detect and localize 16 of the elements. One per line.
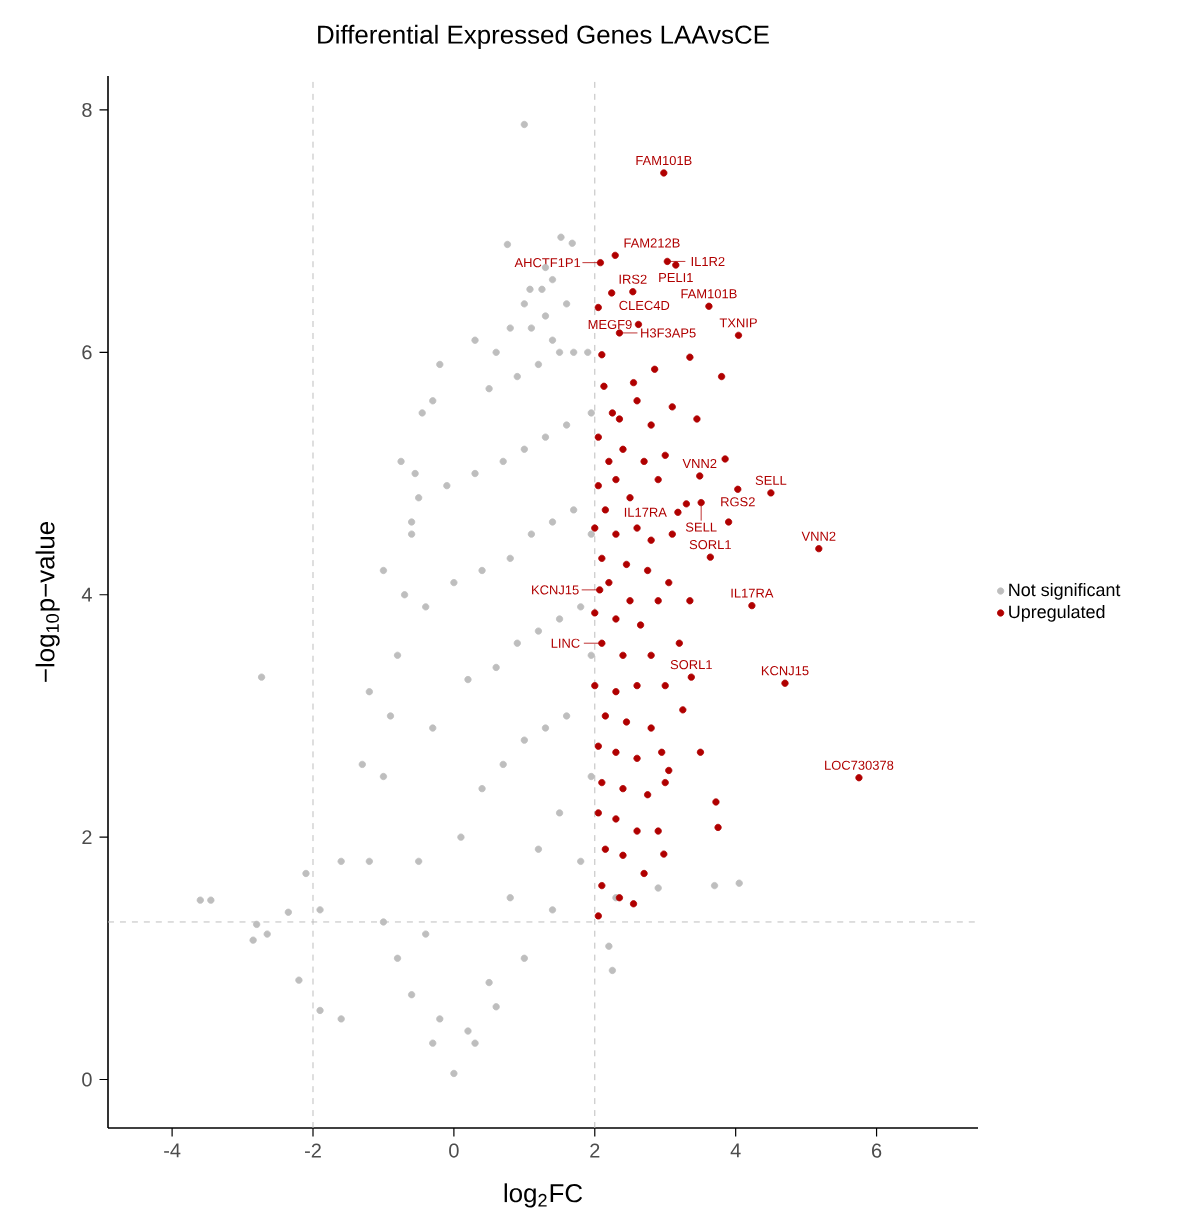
legend-label: Not significant	[1009, 583, 1121, 600]
x-tick-label: -2	[305, 1143, 321, 1158]
y-tick-label: 6	[82, 345, 92, 360]
legend-label: Upregulated	[1009, 604, 1105, 622]
y-tick-label: 8	[82, 102, 92, 117]
y-tick-label: 2	[82, 830, 92, 845]
chart-title: Differential Expressed Genes LAAvsCE	[318, 24, 769, 49]
y-tick-label: 0	[82, 1072, 92, 1087]
y-tick-label: 4	[81, 587, 92, 602]
x-tick-label: -4	[164, 1143, 181, 1158]
x-tick-label: 4	[730, 1143, 741, 1158]
x-tick-label: 2	[590, 1143, 600, 1158]
x-axis-title: log$_{2}$FC	[504, 1183, 583, 1208]
x-tick-label: 6	[872, 1143, 882, 1158]
y-axis-title: −log$_{10}$p−value	[35, 522, 60, 682]
x-tick-label: 0	[449, 1143, 459, 1158]
